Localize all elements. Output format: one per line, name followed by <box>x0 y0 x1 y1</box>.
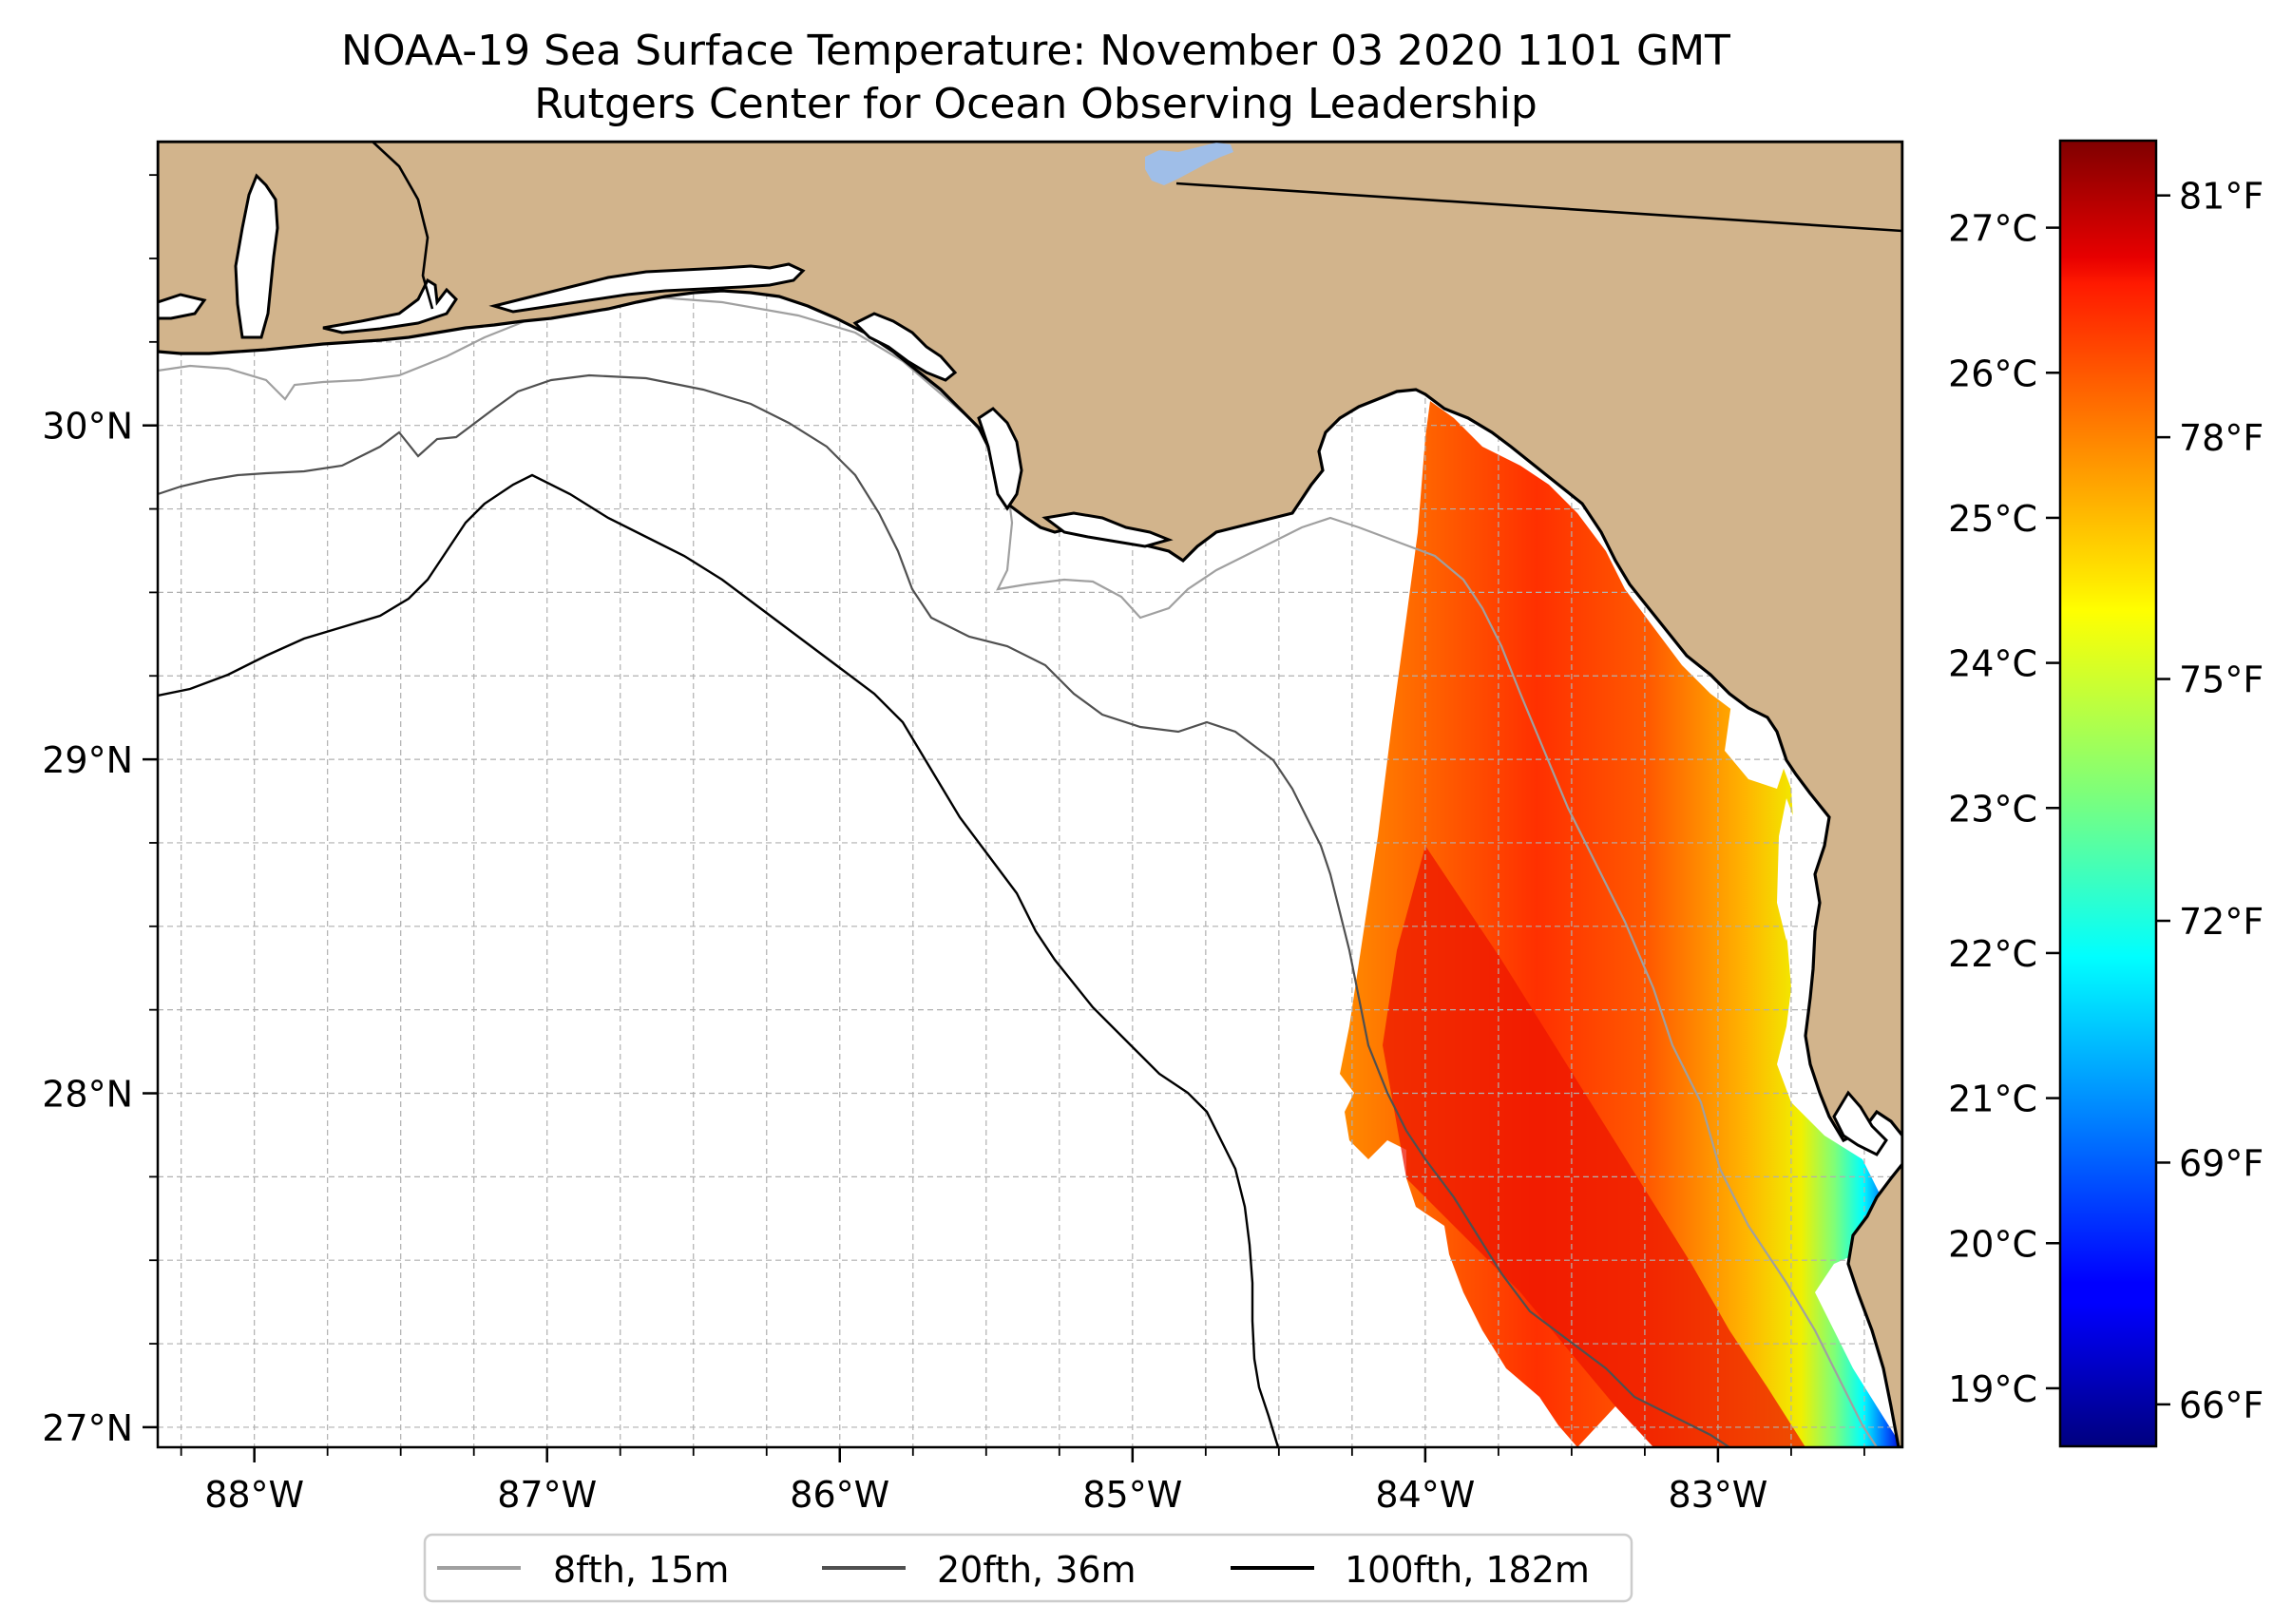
legend-box <box>423 1533 1633 1603</box>
colorbar-fahrenheit-label: 72°F <box>2179 901 2263 943</box>
colorbar-fahrenheit-label: 66°F <box>2179 1385 2263 1426</box>
x-tick-label: 88°W <box>204 1474 304 1516</box>
colorbar-celsius-label: 27°C <box>1948 208 2037 250</box>
colorbar-celsius-label: 25°C <box>1948 498 2037 540</box>
map-frame <box>156 140 1904 1449</box>
state-boundary-west <box>372 142 434 310</box>
map-gridlines <box>158 142 1902 1447</box>
colorbar-celsius-label: 24°C <box>1948 643 2037 685</box>
title-line-2: Rutgers Center for Ocean Observing Leade… <box>534 80 1538 128</box>
colorbar-fahrenheit-axis: 66°F 69°F 72°F 75°F 78°F 81°F <box>2156 176 2263 1426</box>
bay-mobile-west <box>158 293 207 320</box>
y-tick-label: 28°N <box>42 1074 133 1116</box>
colorbar-fahrenheit-label: 78°F <box>2179 417 2263 459</box>
colorbar-fahrenheit-label: 81°F <box>2179 176 2263 218</box>
colorbar-celsius-label: 19°C <box>1948 1368 2037 1410</box>
legend-label-8fth: 8fth, 15m <box>553 1549 729 1591</box>
bay-st-joseph <box>977 407 1023 511</box>
legend-label-20fth: 20fth, 36m <box>937 1549 1136 1591</box>
legend-label-100fth: 100fth, 182m <box>1345 1549 1590 1591</box>
colorbar-celsius-label: 23°C <box>1948 788 2037 830</box>
x-tick-label: 86°W <box>790 1474 889 1516</box>
contour-100fth <box>158 473 1280 1447</box>
x-tick-label: 84°W <box>1375 1474 1475 1516</box>
title-line-1: NOAA-19 Sea Surface Temperature: Novembe… <box>341 27 1730 75</box>
y-tick-label: 30°N <box>42 406 133 448</box>
bay-mobile <box>234 173 279 339</box>
bay-pensacola <box>322 277 458 334</box>
y-tick-label: 27°N <box>42 1407 133 1449</box>
colorbar-fahrenheit-label: 75°F <box>2179 659 2263 701</box>
bay-tampa <box>1832 1090 1888 1156</box>
colorbar-celsius-axis: 19°C 20°C 21°C 22°C 23°C 24°C 25°C 26°C 27°C <box>1948 208 2060 1410</box>
state-boundary <box>1175 182 1902 233</box>
contour-8fth <box>158 295 1878 1447</box>
bay-apalachicola <box>1041 511 1174 548</box>
colorbar-fahrenheit-label: 69°F <box>2179 1142 2263 1184</box>
sst-swath <box>1340 401 1902 1447</box>
x-tick-label: 87°W <box>497 1474 597 1516</box>
bay-choctawhatchee <box>488 262 806 314</box>
y-tick-label: 29°N <box>42 739 133 781</box>
y-axis: 30°N 29°N 28°N 27°N <box>42 174 158 1449</box>
land-mass <box>158 142 1902 1447</box>
bay-st-andrews <box>852 312 958 382</box>
legend: 8fth, 15m 20fth, 36m 100fth, 182m <box>423 1533 1633 1603</box>
x-axis: 88°W 87°W 86°W 85°W 84°W 83°W <box>180 1447 1865 1516</box>
colorbar-celsius-label: 26°C <box>1948 353 2037 394</box>
contour-20fth <box>158 373 1730 1447</box>
x-tick-label: 85°W <box>1082 1474 1182 1516</box>
colorbar-celsius-label: 21°C <box>1948 1079 2037 1120</box>
colorbar <box>2058 139 2158 1448</box>
x-tick-label: 83°W <box>1668 1474 1767 1516</box>
colorbar-celsius-label: 20°C <box>1948 1223 2037 1265</box>
colorbar-celsius-label: 22°C <box>1948 933 2037 975</box>
lake-seminole <box>1145 143 1233 185</box>
